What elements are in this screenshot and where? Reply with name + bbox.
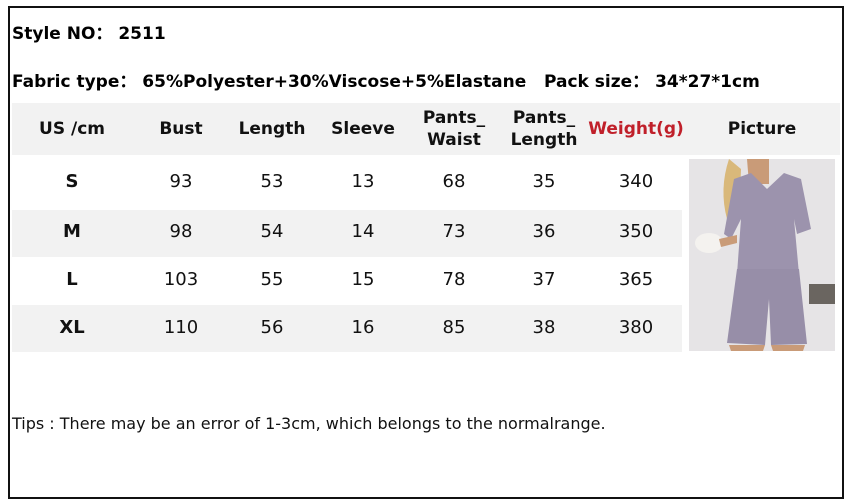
- cell-bust: 93: [169, 171, 193, 192]
- cell-pants-length: 36: [532, 221, 556, 242]
- row-band: [12, 305, 682, 352]
- tips-note: Tips : There may be an error of 1-3cm, w…: [12, 414, 606, 433]
- row-band: [12, 210, 682, 257]
- header-picture: Picture: [727, 119, 797, 139]
- cell-weight: 350: [618, 221, 654, 242]
- size-label: XL: [59, 317, 85, 338]
- cell-pants-waist: 78: [442, 269, 466, 290]
- cell-pants-length: 35: [532, 171, 556, 192]
- product-photo: [689, 159, 835, 351]
- cell-weight: 380: [618, 317, 654, 338]
- style-number: Style NO： 2511: [12, 24, 166, 44]
- header-us-size: US /cm: [39, 119, 105, 139]
- cell-sleeve: 16: [351, 317, 375, 338]
- cell-weight: 365: [618, 269, 654, 290]
- cell-bust: 110: [163, 317, 199, 338]
- cell-pants-waist: 68: [442, 171, 466, 192]
- size-label: M: [63, 221, 81, 242]
- header-pants-waist: Pants_ Waist: [422, 108, 486, 150]
- cell-weight: 340: [618, 171, 654, 192]
- cell-length: 54: [260, 221, 284, 242]
- cell-length: 55: [260, 269, 284, 290]
- header-sleeve: Sleeve: [331, 119, 395, 139]
- header-band: [12, 103, 840, 155]
- fabric-type: Fabric type： 65%Polyester+30%Viscose+5%E…: [12, 72, 760, 92]
- cell-sleeve: 14: [351, 221, 375, 242]
- size-label: S: [65, 171, 79, 192]
- cell-length: 56: [260, 317, 284, 338]
- cell-sleeve: 15: [351, 269, 375, 290]
- cell-bust: 98: [169, 221, 193, 242]
- cell-pants-waist: 85: [442, 317, 466, 338]
- size-label: L: [66, 269, 78, 290]
- cell-sleeve: 13: [351, 171, 375, 192]
- cell-length: 53: [260, 171, 284, 192]
- cell-pants-waist: 73: [442, 221, 466, 242]
- header-weight: Weight(g): [588, 119, 684, 139]
- header-length: Length: [238, 119, 306, 139]
- cell-bust: 103: [163, 269, 199, 290]
- cell-pants-length: 38: [532, 317, 556, 338]
- chart-border: [8, 6, 844, 499]
- header-bust: Bust: [159, 119, 203, 139]
- header-pants-length: Pants_ Length: [510, 108, 578, 150]
- cell-pants-length: 37: [532, 269, 556, 290]
